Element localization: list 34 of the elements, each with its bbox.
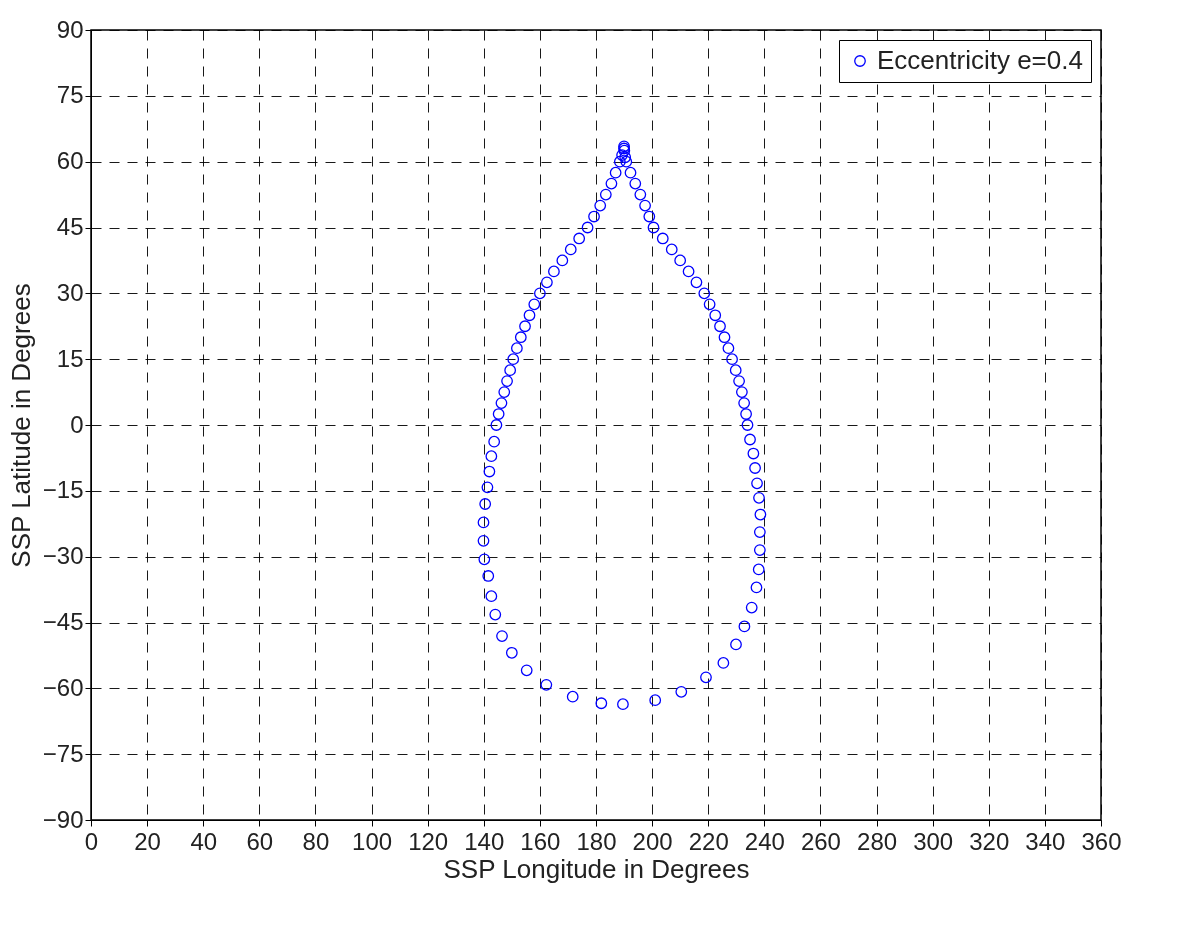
x-tick-label: 20 bbox=[134, 827, 161, 855]
y-axis-title: SSP Latitude in Degrees bbox=[5, 283, 36, 568]
y-tick-label: 60 bbox=[56, 147, 84, 175]
x-tick-label: 40 bbox=[190, 827, 218, 855]
y-tick-label: −30 bbox=[42, 542, 84, 570]
y-tick-label: −75 bbox=[42, 739, 84, 767]
x-tick-label: 260 bbox=[800, 827, 841, 855]
x-tick-label: 140 bbox=[464, 827, 505, 855]
x-tick-label: 60 bbox=[246, 827, 274, 855]
y-tick-label: 30 bbox=[56, 278, 84, 306]
x-tick-label: 200 bbox=[632, 827, 673, 855]
x-tick-label: 160 bbox=[520, 827, 561, 855]
x-tick-label: 300 bbox=[913, 827, 954, 855]
y-tick-label: 15 bbox=[56, 344, 84, 372]
y-tick-label: −45 bbox=[42, 608, 84, 635]
x-axis-title: SSP Longitude in Degrees bbox=[443, 853, 750, 884]
x-tick-label: 320 bbox=[969, 827, 1010, 855]
y-tick-label: 45 bbox=[56, 213, 84, 240]
y-tick-label: −90 bbox=[42, 805, 84, 833]
y-tick-label: 75 bbox=[56, 81, 84, 109]
y-tick-label: 0 bbox=[70, 410, 84, 438]
legend-label: Eccentricity e=0.4 bbox=[877, 45, 1083, 75]
x-tick-label: 100 bbox=[352, 827, 393, 855]
x-tick-label: 360 bbox=[1081, 827, 1122, 855]
y-tick-label: −15 bbox=[42, 476, 84, 504]
x-tick-label: 240 bbox=[744, 827, 785, 855]
x-tick-label: 280 bbox=[857, 827, 898, 855]
x-tick-label: 80 bbox=[302, 827, 330, 855]
x-tick-label: 180 bbox=[576, 827, 617, 855]
x-tick-label: 220 bbox=[688, 827, 729, 855]
y-tick-label: 90 bbox=[56, 15, 84, 43]
x-tick-label: 340 bbox=[1025, 827, 1066, 855]
y-tick-label: −60 bbox=[42, 673, 84, 701]
x-tick-label: 120 bbox=[408, 827, 449, 855]
